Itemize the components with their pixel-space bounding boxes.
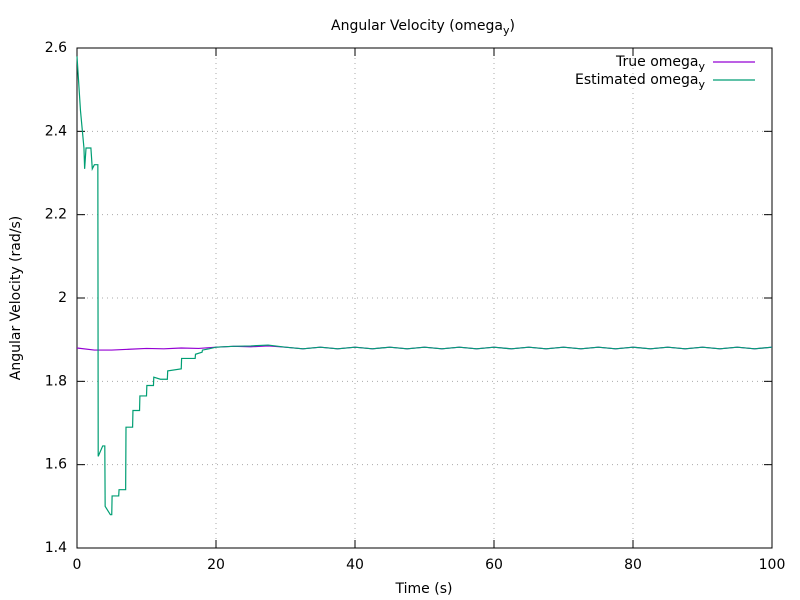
title-text: Angular Velocity (omega	[331, 18, 503, 34]
title-suffix: )	[510, 18, 515, 34]
y-tick-label: 1.4	[45, 540, 67, 556]
series-line	[76, 345, 773, 351]
legend-text: Estimated omega	[575, 72, 698, 88]
y-tick-label: 2.4	[45, 123, 67, 139]
x-tick-label: 0	[73, 557, 82, 573]
y-tick-label: 2	[58, 290, 67, 306]
title-subscript: y	[503, 24, 510, 37]
legend-label: Estimated omegay	[575, 72, 705, 91]
chart-title: Angular Velocity (omegay)	[331, 18, 515, 37]
legend-subscript: y	[698, 60, 705, 73]
x-tick-label: 60	[485, 557, 503, 573]
series-line	[76, 56, 773, 516]
y-tick-label: 1.8	[45, 373, 67, 389]
x-tick-label: 100	[759, 557, 786, 573]
x-axis-label: Time (s)	[395, 581, 453, 597]
legend-text: True omega	[615, 54, 698, 70]
x-tick-label: 80	[624, 557, 642, 573]
legend-subscript: y	[698, 78, 705, 91]
y-axis-label: Angular Velocity (rad/s)	[8, 216, 24, 380]
y-tick-label: 2.2	[45, 207, 67, 223]
x-tick-label: 20	[207, 557, 225, 573]
y-tick-label: 2.6	[45, 40, 67, 56]
x-tick-label: 40	[346, 557, 364, 573]
y-tick-label: 1.6	[45, 457, 67, 473]
legend-label: True omegay	[615, 54, 705, 73]
